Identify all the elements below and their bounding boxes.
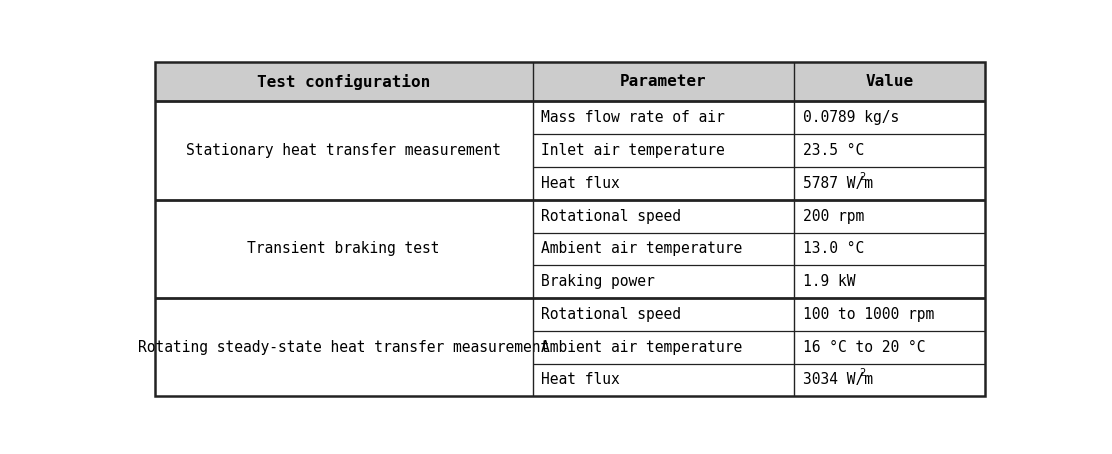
Bar bbox=[794, 200, 985, 232]
Text: Heat flux: Heat flux bbox=[542, 176, 619, 191]
Bar bbox=[533, 232, 794, 265]
Text: 0.0789 kg/s: 0.0789 kg/s bbox=[803, 110, 900, 125]
Text: Inlet air temperature: Inlet air temperature bbox=[542, 143, 725, 158]
Bar bbox=[533, 364, 794, 396]
Bar bbox=[533, 102, 794, 134]
Text: Rotational speed: Rotational speed bbox=[542, 209, 682, 224]
Text: Value: Value bbox=[865, 74, 914, 89]
Bar bbox=[533, 298, 794, 331]
Text: 13.0 °C: 13.0 °C bbox=[803, 242, 864, 257]
Text: Test configuration: Test configuration bbox=[257, 74, 430, 90]
Text: 100 to 1000 rpm: 100 to 1000 rpm bbox=[803, 307, 934, 322]
Bar bbox=[155, 62, 533, 102]
Text: 200 rpm: 200 rpm bbox=[803, 209, 864, 224]
Text: Heat flux: Heat flux bbox=[542, 372, 619, 387]
Text: 1.9 kW: 1.9 kW bbox=[803, 274, 855, 289]
Bar bbox=[794, 364, 985, 396]
Bar bbox=[794, 232, 985, 265]
Bar bbox=[794, 331, 985, 364]
Bar bbox=[533, 62, 794, 102]
Text: 16 °C to 20 °C: 16 °C to 20 °C bbox=[803, 340, 925, 355]
Bar bbox=[533, 200, 794, 232]
Text: 5787 W/m: 5787 W/m bbox=[803, 176, 873, 191]
Bar bbox=[533, 265, 794, 298]
Bar bbox=[794, 167, 985, 200]
Bar bbox=[794, 134, 985, 167]
Text: 2: 2 bbox=[860, 172, 865, 182]
Text: Rotational speed: Rotational speed bbox=[542, 307, 682, 322]
Bar bbox=[155, 298, 533, 396]
Text: Braking power: Braking power bbox=[542, 274, 655, 289]
Text: 23.5 °C: 23.5 °C bbox=[803, 143, 864, 158]
Text: Rotating steady-state heat transfer measurement: Rotating steady-state heat transfer meas… bbox=[138, 340, 549, 355]
Bar bbox=[794, 62, 985, 102]
Bar bbox=[155, 200, 533, 298]
Bar bbox=[155, 102, 533, 200]
Bar bbox=[794, 265, 985, 298]
Text: Ambient air temperature: Ambient air temperature bbox=[542, 242, 743, 257]
Bar bbox=[533, 167, 794, 200]
Text: Ambient air temperature: Ambient air temperature bbox=[542, 340, 743, 355]
Text: Parameter: Parameter bbox=[620, 74, 706, 89]
Text: Mass flow rate of air: Mass flow rate of air bbox=[542, 110, 725, 125]
Text: 2: 2 bbox=[860, 369, 865, 379]
Bar bbox=[533, 331, 794, 364]
Text: 3034 W/m: 3034 W/m bbox=[803, 372, 873, 387]
Text: Transient braking test: Transient braking test bbox=[247, 242, 439, 257]
Text: Stationary heat transfer measurement: Stationary heat transfer measurement bbox=[186, 143, 502, 158]
Bar bbox=[794, 102, 985, 134]
Bar bbox=[794, 298, 985, 331]
Bar bbox=[533, 134, 794, 167]
